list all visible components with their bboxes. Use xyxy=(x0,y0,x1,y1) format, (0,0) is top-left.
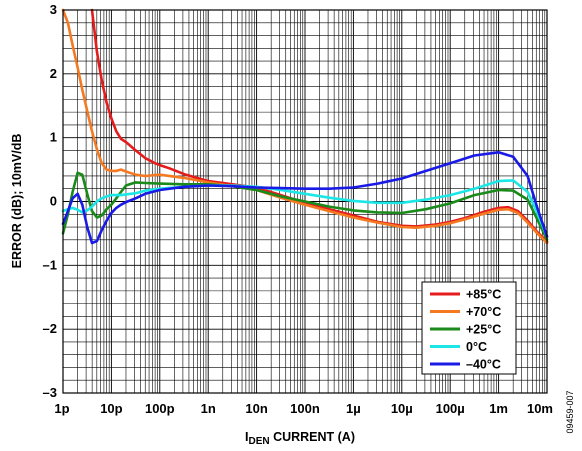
x-tick-label: 10p xyxy=(100,401,122,416)
x-tick-label: 10µ xyxy=(391,401,413,416)
y-tick-label: 1 xyxy=(50,130,57,145)
y-tick-label: 2 xyxy=(50,66,57,81)
legend-label-3: 0°C xyxy=(466,340,487,354)
x-tick-label: 10n xyxy=(245,401,267,416)
y-tick-label: 0 xyxy=(50,194,57,209)
series-line-2 xyxy=(61,171,549,242)
x-tick-label: 1m xyxy=(489,401,508,416)
x-axis-label-subscript: DEN xyxy=(248,436,269,447)
series-line-0 xyxy=(90,8,549,243)
x-tick-label: 10m xyxy=(527,401,553,416)
x-tick-label: 1n xyxy=(201,401,216,416)
y-tick-labels: 3 2 1 0 –1 –2 –3 xyxy=(43,2,57,400)
x-tick-label: 1p xyxy=(54,401,69,416)
legend: +85°C +70°C +25°C 0°C –40°C xyxy=(421,281,517,375)
plot-frame xyxy=(62,9,548,394)
y-tick-label: –3 xyxy=(43,385,57,400)
x-tick-label: 100n xyxy=(290,401,320,416)
y-axis-label: ERROR (dB); 10mV/dB xyxy=(10,134,24,269)
x-axis-label-rest: CURRENT (A) xyxy=(270,430,355,444)
figure-id: 09459-007 xyxy=(565,390,575,433)
x-tick-label: 100µ xyxy=(436,401,465,416)
series-line-4 xyxy=(61,151,549,245)
x-tick-label: 1µ xyxy=(346,401,361,416)
legend-label-0: +85°C xyxy=(466,288,501,302)
series-layer xyxy=(61,8,549,245)
x-axis-label: IDEN CURRENT (A) xyxy=(245,430,355,447)
legend-label-4: –40°C xyxy=(466,358,501,372)
grid xyxy=(62,9,547,394)
y-tick-label: –1 xyxy=(43,257,57,272)
x-tick-label: 100p xyxy=(145,401,175,416)
legend-label-1: +70°C xyxy=(466,305,501,319)
y-tick-label: 3 xyxy=(50,2,57,17)
x-tick-labels: 1p 10p 100p 1n 10n 100n 1µ 10µ 100µ 1m 10m xyxy=(54,401,553,416)
x-axis-label-main: I xyxy=(245,430,248,444)
y-tick-label: –2 xyxy=(43,321,57,336)
legend-label-2: +25°C xyxy=(466,323,501,337)
